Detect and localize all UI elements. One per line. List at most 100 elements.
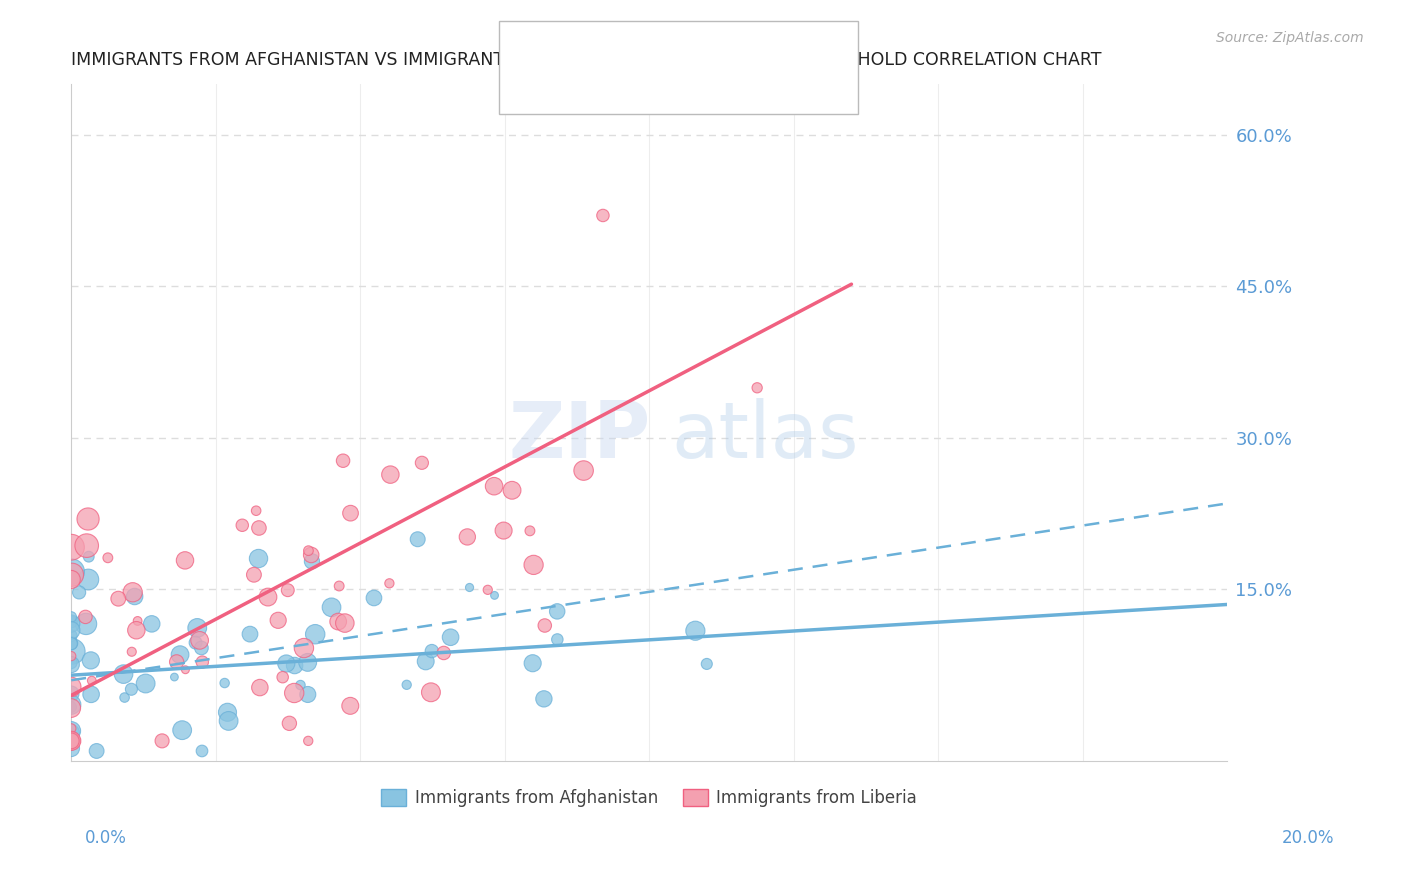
Point xyxy=(271,670,294,684)
Point xyxy=(60,616,83,631)
Point xyxy=(292,641,315,656)
Point xyxy=(339,698,361,713)
Point xyxy=(60,565,83,579)
Point xyxy=(112,667,135,681)
Point xyxy=(60,680,83,694)
Point xyxy=(519,524,541,538)
Point xyxy=(60,734,83,748)
Point xyxy=(546,632,568,647)
Point xyxy=(278,716,301,731)
Point xyxy=(60,649,83,664)
Point xyxy=(60,734,83,748)
Point xyxy=(572,464,595,478)
Point xyxy=(60,687,83,701)
Point xyxy=(533,691,555,706)
Point xyxy=(419,685,441,699)
Point xyxy=(283,686,305,700)
Point xyxy=(243,567,266,582)
Point xyxy=(523,558,546,572)
Point xyxy=(245,504,267,518)
Point xyxy=(297,543,319,558)
Point xyxy=(125,624,148,638)
Point xyxy=(184,635,207,649)
Point xyxy=(75,616,97,631)
Point xyxy=(60,700,83,714)
Point xyxy=(304,627,326,641)
Point xyxy=(60,657,83,672)
Point xyxy=(60,725,83,739)
Point xyxy=(124,590,146,604)
Point xyxy=(592,209,614,223)
Point xyxy=(484,588,506,602)
Point xyxy=(458,581,481,595)
Point xyxy=(80,687,103,701)
Point xyxy=(214,676,236,690)
Point xyxy=(77,573,100,587)
Text: atlas: atlas xyxy=(671,398,859,475)
Point xyxy=(546,604,568,618)
Point xyxy=(60,723,83,738)
Point xyxy=(121,645,143,659)
Text: 20.0%: 20.0% xyxy=(1281,829,1334,847)
Point xyxy=(60,722,83,736)
Point xyxy=(456,530,478,544)
Point xyxy=(231,518,253,533)
Point xyxy=(60,656,83,670)
Point xyxy=(477,582,499,597)
Point xyxy=(60,741,83,756)
Point xyxy=(77,549,100,564)
Point xyxy=(190,640,212,655)
Point xyxy=(121,585,143,599)
Bar xyxy=(506,77,546,105)
Point xyxy=(239,627,262,641)
Point xyxy=(247,551,270,566)
Text: N = 64: N = 64 xyxy=(686,37,748,54)
Point xyxy=(188,633,211,648)
Point xyxy=(406,533,429,547)
Point xyxy=(60,734,83,748)
Point xyxy=(86,744,108,758)
Point xyxy=(277,583,299,598)
Point xyxy=(411,456,433,470)
Point xyxy=(97,550,120,565)
Point xyxy=(395,678,418,692)
Point xyxy=(339,506,361,520)
Point xyxy=(685,624,707,638)
Text: ZIP: ZIP xyxy=(509,398,651,475)
Point xyxy=(60,567,83,582)
Text: N = 63: N = 63 xyxy=(686,82,748,100)
Point xyxy=(67,585,90,599)
Point xyxy=(522,657,544,671)
Text: R = 0.623: R = 0.623 xyxy=(557,82,640,100)
Point xyxy=(380,467,402,482)
Point xyxy=(191,744,214,758)
Point xyxy=(332,453,354,467)
Point xyxy=(127,614,149,628)
Text: R = 0.259: R = 0.259 xyxy=(557,37,640,54)
Point xyxy=(107,591,129,606)
Point xyxy=(174,553,197,567)
Point xyxy=(218,714,240,728)
Point xyxy=(172,723,194,738)
Point xyxy=(297,688,319,702)
Point xyxy=(75,610,97,624)
Point xyxy=(60,637,83,651)
Point xyxy=(378,576,401,591)
Point xyxy=(191,655,214,669)
Point xyxy=(60,573,83,587)
Point xyxy=(60,610,83,624)
Point xyxy=(60,698,83,712)
Point xyxy=(267,613,290,627)
Point xyxy=(217,706,239,720)
Point xyxy=(174,663,197,677)
Point xyxy=(297,656,319,670)
Point xyxy=(301,554,323,568)
Point xyxy=(60,629,83,643)
Text: Source: ZipAtlas.com: Source: ZipAtlas.com xyxy=(1216,31,1364,45)
Point xyxy=(439,630,461,644)
Point xyxy=(276,657,298,671)
Point xyxy=(163,670,186,684)
Point xyxy=(141,616,163,631)
Point xyxy=(76,539,98,553)
Point xyxy=(433,646,456,660)
